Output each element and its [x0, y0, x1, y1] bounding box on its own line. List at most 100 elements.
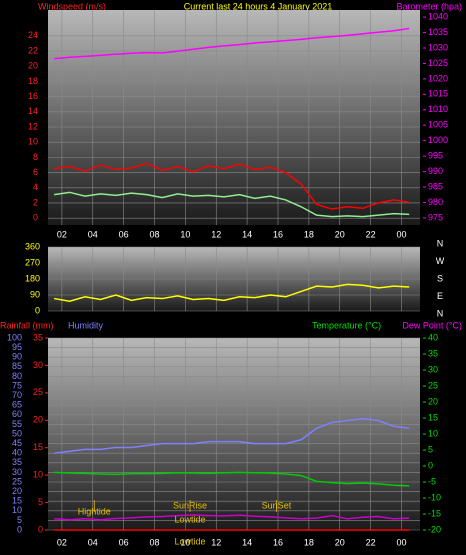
series-line: [54, 191, 410, 218]
y-tick-label: 80: [12, 371, 22, 381]
y-tick-label: 100: [7, 332, 22, 342]
y-tick-label: -5: [428, 476, 436, 486]
series-line: [54, 514, 410, 521]
y-tick-label: 35: [12, 457, 22, 467]
y-tick-label: 15: [428, 412, 438, 422]
y-tick-label: 50: [12, 428, 22, 438]
x-tick-label: 08: [149, 229, 159, 239]
y-tick-label: 1005: [428, 120, 448, 130]
y-tick-label: 18: [28, 76, 38, 86]
y-tick-label: 10: [12, 505, 22, 515]
x-tick-label: 00: [396, 537, 406, 547]
x-tick-label: 04: [88, 537, 98, 547]
annotation: Lowtide: [174, 514, 205, 524]
direction-label: W: [436, 256, 445, 266]
x-tick-label: 08: [149, 537, 159, 547]
y-tick-label: 70: [12, 390, 22, 400]
y-tick-label: 5: [17, 515, 22, 525]
x-tick-label: 06: [119, 229, 129, 239]
y-tick-label: 0: [33, 213, 38, 223]
humidity-label: Humidity: [68, 320, 104, 330]
y-tick-label: 30: [428, 364, 438, 374]
annotation: SunSet: [262, 500, 292, 510]
y-tick-label: 1010: [428, 104, 448, 114]
y-tick-label: 980: [428, 197, 443, 207]
y-tick-label: 1035: [428, 27, 448, 37]
y-tick-label: 22: [28, 45, 38, 55]
x-tick-label: 18: [304, 537, 314, 547]
series-line: [54, 417, 410, 454]
dewpoint-label: Dew Point (°C): [402, 320, 462, 330]
y-tick-label: 10: [428, 428, 438, 438]
y-tick-label: -15: [428, 508, 441, 518]
x-tick-label: 12: [211, 229, 221, 239]
x-tick-label: 06: [119, 537, 129, 547]
rain-label: Rainfall (mm): [0, 320, 54, 330]
y-tick-label: 16: [28, 91, 38, 101]
y-tick-label: -10: [428, 492, 441, 502]
y-tick-label: 55: [12, 419, 22, 429]
y-tick-label: 2: [33, 197, 38, 207]
barometer-label: Barometer (hpa): [396, 1, 462, 11]
x-tick-label: 14: [242, 229, 252, 239]
y-tick-label: 5: [428, 444, 433, 454]
y-tick-label: 75: [12, 380, 22, 390]
y-tick-label: -20: [428, 524, 441, 534]
x-tick-label: 02: [57, 229, 67, 239]
y-tick-label: 65: [12, 400, 22, 410]
y-tick-label: 10: [28, 137, 38, 147]
y-tick-label: 20: [428, 396, 438, 406]
y-tick-label: 0: [35, 305, 40, 315]
y-tick-label: 15: [33, 442, 43, 452]
direction-label: S: [437, 273, 443, 283]
y-tick-label: 30: [33, 360, 43, 370]
series-line: [54, 471, 410, 487]
wind-label: Windspeed (m/s): [38, 1, 106, 11]
annotation: Lowtide: [174, 536, 205, 546]
y-tick-label: 985: [428, 181, 443, 191]
x-tick-label: 04: [88, 229, 98, 239]
plot-area: [48, 10, 420, 225]
y-tick-label: 1015: [428, 89, 448, 99]
temperature-label: Temperature (°C): [312, 320, 381, 330]
y-tick-label: 270: [25, 257, 40, 267]
y-tick-label: 4: [33, 182, 38, 192]
series-line: [54, 27, 410, 60]
x-tick-label: 12: [211, 537, 221, 547]
direction-label: N: [437, 308, 444, 318]
y-tick-label: 0: [38, 524, 43, 534]
y-tick-label: 35: [428, 348, 438, 358]
y-tick-label: 25: [12, 476, 22, 486]
y-tick-label: 995: [428, 150, 443, 160]
x-tick-label: 18: [304, 229, 314, 239]
series-line: [54, 162, 410, 210]
y-tick-label: 90: [12, 352, 22, 362]
y-tick-label: 10: [33, 470, 43, 480]
x-tick-label: 20: [335, 229, 345, 239]
y-tick-label: 1030: [428, 42, 448, 52]
x-tick-label: 10: [180, 537, 190, 547]
y-tick-label: 15: [12, 496, 22, 506]
y-tick-label: 24: [28, 30, 38, 40]
y-tick-label: 180: [25, 273, 40, 283]
y-tick-label: 1020: [428, 73, 448, 83]
x-tick-label: 20: [335, 537, 345, 547]
y-tick-label: 20: [33, 415, 43, 425]
y-tick-label: 85: [12, 361, 22, 371]
y-tick-label: 45: [12, 438, 22, 448]
y-tick-label: 0: [17, 524, 22, 534]
series-line: [54, 283, 410, 302]
y-tick-label: 40: [12, 448, 22, 458]
y-tick-label: 360: [25, 241, 40, 251]
y-tick-label: 95: [12, 342, 22, 352]
y-tick-label: 30: [12, 467, 22, 477]
x-tick-label: 10: [180, 229, 190, 239]
y-tick-label: 90: [30, 289, 40, 299]
direction-label: N: [437, 238, 444, 248]
y-tick-label: 1000: [428, 135, 448, 145]
y-tick-label: 6: [33, 167, 38, 177]
annotation: Hightide: [78, 506, 111, 516]
y-tick-label: 990: [428, 166, 443, 176]
